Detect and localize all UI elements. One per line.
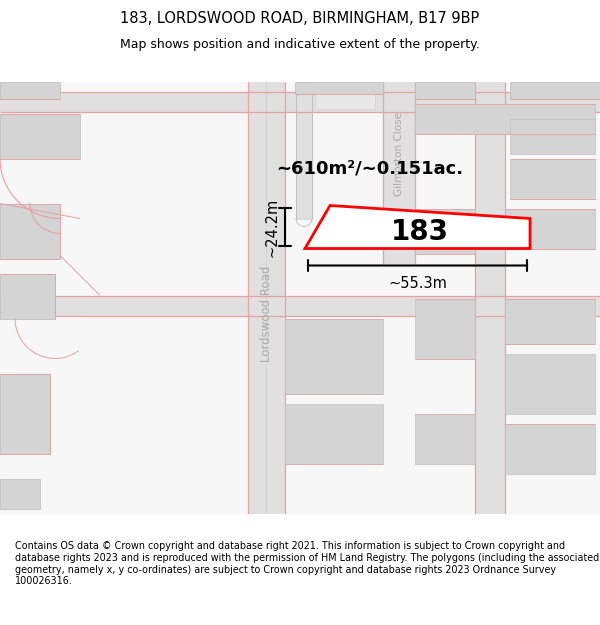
Polygon shape — [415, 414, 475, 464]
Text: Gilmorton Close: Gilmorton Close — [394, 111, 404, 196]
Polygon shape — [0, 274, 55, 319]
Polygon shape — [295, 81, 383, 94]
Polygon shape — [415, 209, 475, 254]
Polygon shape — [505, 209, 595, 249]
Text: ~24.2m: ~24.2m — [265, 198, 280, 257]
Polygon shape — [305, 206, 530, 249]
Polygon shape — [285, 319, 383, 394]
Text: Lordswood Road: Lordswood Road — [260, 265, 272, 362]
Polygon shape — [0, 91, 600, 111]
Polygon shape — [315, 94, 375, 109]
Polygon shape — [285, 404, 383, 464]
Polygon shape — [475, 81, 505, 514]
Text: Contains OS data © Crown copyright and database right 2021. This information is : Contains OS data © Crown copyright and d… — [15, 541, 599, 586]
Text: ~55.3m: ~55.3m — [388, 276, 447, 291]
Text: 183, LORDSWOOD ROAD, BIRMINGHAM, B17 9BP: 183, LORDSWOOD ROAD, BIRMINGHAM, B17 9BP — [121, 11, 479, 26]
Polygon shape — [0, 374, 50, 454]
Polygon shape — [510, 119, 595, 154]
Text: 183: 183 — [391, 217, 449, 246]
Polygon shape — [510, 159, 595, 199]
Polygon shape — [0, 296, 600, 316]
Polygon shape — [415, 104, 595, 134]
Polygon shape — [415, 299, 475, 359]
Polygon shape — [0, 479, 40, 509]
Polygon shape — [248, 81, 285, 514]
Text: ~610m²/~0.151ac.: ~610m²/~0.151ac. — [277, 159, 464, 177]
Polygon shape — [296, 81, 312, 219]
Polygon shape — [505, 299, 595, 344]
Polygon shape — [415, 81, 475, 99]
Polygon shape — [505, 424, 595, 474]
Polygon shape — [0, 204, 60, 259]
Polygon shape — [0, 81, 60, 99]
Polygon shape — [0, 114, 80, 159]
Polygon shape — [505, 354, 595, 414]
Polygon shape — [510, 81, 600, 99]
Polygon shape — [383, 81, 415, 264]
Text: Map shows position and indicative extent of the property.: Map shows position and indicative extent… — [120, 38, 480, 51]
